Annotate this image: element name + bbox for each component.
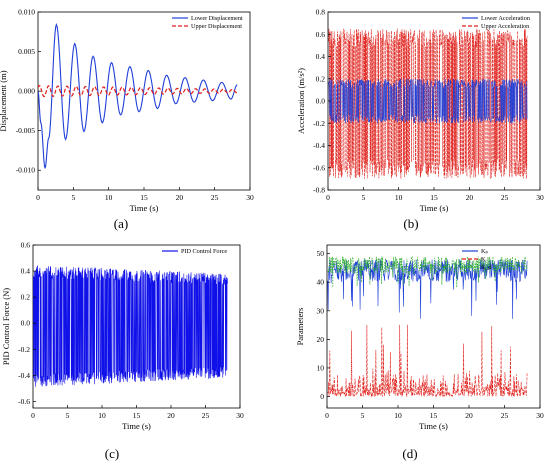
legend-label: Lower Acceleration (481, 15, 530, 22)
series-layer (38, 23, 238, 170)
y-tick-label: 0.005 (18, 47, 35, 56)
x-tick-label: 10 (395, 193, 403, 202)
x-tick-label: 5 (361, 411, 365, 420)
legend: PID Control Force (162, 248, 227, 255)
legend-label: K_d (481, 264, 493, 271)
y-tick-label: 0.4 (316, 52, 326, 61)
x-tick-label: 15 (430, 411, 438, 420)
legend-label: Kᵢ (481, 256, 486, 263)
x-tick-label: 30 (246, 193, 254, 202)
series-line (33, 265, 228, 387)
series-layer (328, 28, 528, 179)
x-tick-label: 20 (465, 411, 473, 420)
series-line (38, 23, 238, 170)
chart-panel-1: 0 5 10 15 20 25 30 -0.8 -0.6 -0.4 -0.2 0.0 0.2 0.4 0.6… (296, 8, 544, 214)
y-tick-label: 0.8 (316, 8, 326, 17)
y-tick-label: 50 (317, 249, 325, 258)
series-layer (327, 255, 528, 398)
x-tick-label: 0 (36, 193, 40, 202)
panel-label-3: (d) (402, 446, 417, 461)
x-tick-label: 25 (211, 193, 219, 202)
y-axis-label: Parameters (295, 308, 305, 346)
y-tick-label: 0 (320, 392, 324, 401)
y-axis-label: Displacement (m) (0, 70, 8, 131)
x-tick-label: 30 (536, 193, 544, 202)
x-tick-label: 25 (202, 411, 210, 420)
y-tick-label: 0.010 (18, 8, 35, 17)
x-tick-label: 20 (167, 411, 175, 420)
x-tick-label: 5 (71, 193, 75, 202)
series-line (328, 28, 528, 179)
x-tick-label: 0 (31, 411, 35, 420)
legend-label: PID Control Force (181, 248, 227, 255)
y-tick-label: 0.000 (18, 87, 35, 96)
x-tick-label: 10 (98, 411, 106, 420)
chart-panel-2: 0 5 10 15 20 25 30 -0.6 -0.4 -0.2 0.0 0.2 0.4 0.6 Time… (1, 241, 244, 432)
y-tick-label: 0.0 (316, 97, 326, 106)
y-tick-label: 30 (317, 306, 325, 315)
x-axis-label: Time (s) (122, 421, 151, 431)
legend-label: Kₚ (481, 248, 488, 255)
x-tick-label: 0 (325, 411, 329, 420)
x-tick-label: 20 (466, 193, 474, 202)
x-tick-label: 20 (176, 193, 184, 202)
y-tick-label: 0.6 (316, 30, 326, 39)
y-tick-label: -0.4 (18, 371, 30, 380)
x-tick-label: 25 (501, 193, 509, 202)
y-tick-label: 0.0 (21, 319, 31, 328)
y-tick-label: -0.8 (313, 186, 325, 195)
y-tick-label: 0.6 (21, 241, 31, 250)
y-tick-label: -0.4 (313, 141, 325, 150)
x-axis-label: Time (s) (130, 203, 159, 213)
legend-label: Upper Acceleration (481, 23, 529, 30)
series-layer (33, 265, 228, 387)
x-tick-label: 5 (361, 193, 365, 202)
y-tick-label: -0.2 (313, 119, 325, 128)
series-line (328, 78, 528, 124)
plot-frame (37, 11, 251, 191)
chart-panel-0: 0 5 10 15 20 25 30 -0.010 -0.005 0.000 0.005 0.010 T… (0, 8, 254, 214)
legend-label: Upper Displacement (191, 23, 242, 30)
y-tick-label: 10 (317, 363, 325, 372)
x-axis-label: Time (s) (419, 421, 448, 431)
y-tick-label: 0.4 (21, 267, 31, 276)
x-tick-label: 15 (140, 193, 148, 202)
y-tick-label: -0.2 (18, 345, 30, 354)
legend-label: Lower Displacement (191, 15, 243, 22)
x-axis-label: Time (s) (420, 203, 449, 213)
x-tick-label: 30 (236, 411, 244, 420)
y-axis-label: PID Control Force (N) (1, 288, 11, 365)
y-tick-label: -0.6 (313, 163, 325, 172)
panel-label-0: (a) (114, 216, 128, 231)
y-tick-label: -0.005 (16, 126, 36, 135)
series-line (327, 255, 528, 288)
y-tick-label: 0.2 (21, 293, 31, 302)
y-axis-label: Acceleration (m/s²) (296, 68, 306, 134)
series-line (327, 259, 528, 319)
y-tick-label: 20 (317, 335, 325, 344)
y-tick-label: 40 (317, 278, 325, 287)
panel-label-2: (c) (105, 446, 119, 461)
panel-label-1: (b) (403, 216, 418, 231)
chart-panel-3: 0 5 10 15 20 25 30 0 10 20 30 40 50 Time (s) Parameter… (295, 244, 544, 431)
x-tick-label: 25 (501, 411, 509, 420)
y-tick-label: 0.2 (316, 74, 326, 83)
series-line (327, 324, 528, 398)
x-tick-label: 15 (133, 411, 141, 420)
x-tick-label: 15 (430, 193, 438, 202)
x-tick-label: 5 (66, 411, 70, 420)
x-tick-label: 30 (536, 411, 544, 420)
series-line (38, 84, 237, 98)
x-tick-label: 10 (394, 411, 402, 420)
y-tick-label: -0.010 (16, 166, 36, 175)
y-tick-label: -0.6 (18, 397, 30, 406)
x-tick-label: 0 (326, 193, 330, 202)
x-tick-label: 10 (105, 193, 113, 202)
